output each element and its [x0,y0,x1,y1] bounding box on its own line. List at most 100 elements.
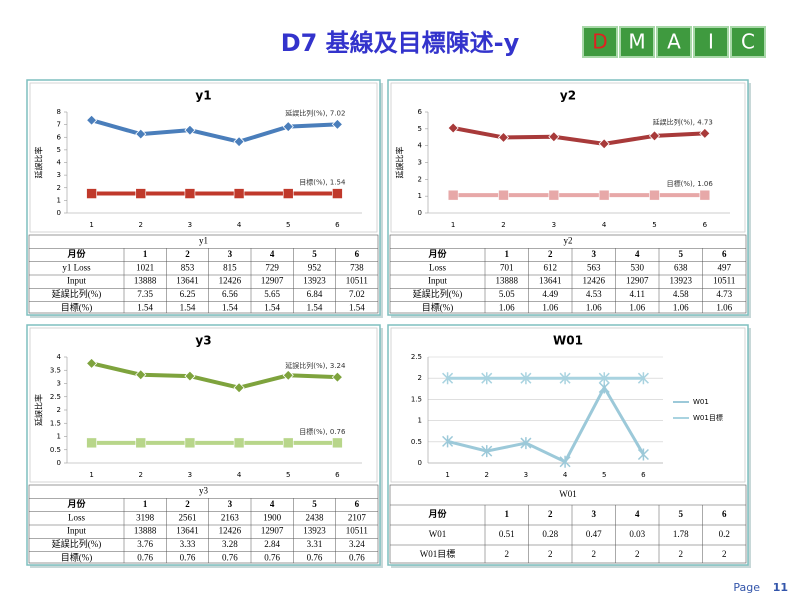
y-axis-label: 延誤比率 [34,394,44,426]
point [598,138,610,150]
point [184,188,196,199]
table-cell: 1021 [136,262,154,272]
point [598,189,610,201]
point [233,382,245,394]
y-tick-label: 1 [57,433,61,441]
point [184,370,196,382]
y-tick-label: 1 [418,417,422,425]
dmaic-letter: A [667,30,681,54]
table-cell: 1.54 [137,302,153,312]
point [233,437,245,449]
y-tick-label: 3 [57,171,61,179]
y-tick-label: 1.5 [50,419,61,427]
table-cell: 4.58 [673,289,689,299]
table-cell: 2 [592,549,597,559]
table-cell: 10511 [346,276,368,286]
y-tick-label: 0.5 [411,438,422,446]
point [498,189,509,201]
y-tick-label: 4 [418,142,423,150]
table-frame [28,234,379,314]
table-cell: 2 [185,249,190,259]
table-cell: 701 [500,262,514,272]
table-cell: 612 [544,262,558,272]
point [548,131,560,143]
table-cell: 12907 [261,276,284,286]
table-cell: 0.51 [499,529,515,539]
x-tick-label: 3 [552,221,556,229]
table-cell: 13888 [134,526,157,536]
y-tick-label: 3 [57,380,61,388]
point [637,448,649,461]
chart-title: y2 [560,89,576,103]
y-tick-label: 2 [57,184,61,192]
table-cell: 2.84 [264,539,280,549]
x-tick-label: 6 [335,471,340,479]
table-cell: 1.54 [349,302,365,312]
table-cell: 563 [587,262,601,272]
table-cell: 6 [355,499,360,509]
row-label: 月份 [427,508,447,519]
x-tick-label: 3 [188,221,192,229]
table-cell: 7.35 [137,289,153,299]
x-tick-label: 2 [139,221,143,229]
data-label: 延誤比列(%), 7.02 [285,108,345,117]
point [481,445,493,458]
table-cell: 3 [228,499,233,509]
dmaic-box [693,26,729,58]
table-cell: 12426 [219,276,242,286]
y-tick-label: 2 [57,406,61,414]
table-cell: 0.03 [629,529,645,539]
table-cell: 5.05 [499,289,515,299]
table-cell: 13923 [670,276,693,286]
row-label: W01目標 [420,548,456,559]
row-label: Loss [429,262,447,272]
point [135,437,147,449]
y-tick-label: 2 [418,175,422,183]
slide-title: D7 基線及目標陳述-y [281,29,520,57]
table-cell: 0.76 [137,552,153,562]
y-tick-label: 2.5 [50,393,61,401]
table-cell: 2 [185,499,190,509]
data-label: 目標(%), 1.06 [667,179,714,188]
point [481,372,493,385]
table-cell: 497 [718,262,732,272]
row-label: 目標(%) [61,551,93,562]
table-cell: 12907 [261,526,284,536]
point [184,437,196,449]
point [135,188,147,199]
y-tick-label: 6 [57,133,62,141]
point [331,371,343,383]
point [282,369,294,381]
data-label: 目標(%), 0.76 [299,427,346,436]
point [559,372,571,385]
table-cell: 738 [350,262,364,272]
table-cell: 0.76 [222,552,238,562]
y-tick-label: 1 [57,196,61,204]
panel: y3 延誤比率 0 0.5 1 1.5 2 2.5 3 3.5 4 1 2 3 4 5 6 延誤比列(%), 3.… [26,324,383,568]
table-cell: 13923 [303,526,326,536]
y-tick-label: 0 [57,459,61,467]
x-tick-label: 6 [641,471,646,479]
y-tick-label: 4 [57,159,62,167]
x-tick-label: 2 [485,471,489,479]
table-cell: 1.54 [307,302,323,312]
chart-title: y3 [195,334,211,348]
point [637,372,649,385]
series-line [91,118,338,144]
row-label: 延誤比列(%) [52,288,102,299]
x-tick-label: 5 [652,221,656,229]
x-tick-label: 2 [139,471,143,479]
table-cell: 4 [635,249,640,259]
row-label: Loss [68,512,86,522]
row-label: 延誤比列(%) [413,288,463,299]
table-cell: 6.84 [307,289,323,299]
table-cell: 5 [679,249,684,259]
table-cell: 13641 [539,276,562,286]
y-tick-label: 1.5 [411,395,422,403]
table-cell: 1.06 [542,302,558,312]
table-cell: 0.28 [542,529,558,539]
table-cell: 2 [548,249,553,259]
table-cell: 0.76 [264,552,280,562]
dmaic-letter: I [708,30,714,54]
